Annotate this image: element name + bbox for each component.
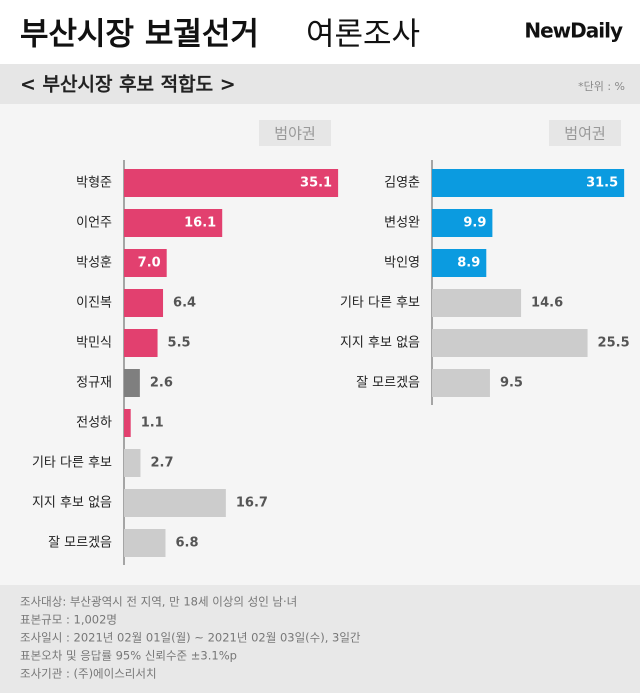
category-label: 이언주 — [76, 216, 112, 231]
value-label: 1.1 — [141, 416, 164, 431]
unit-note: *단위 : % — [578, 80, 625, 93]
value-label: 9.5 — [500, 376, 523, 391]
value-label: 25.5 — [598, 336, 630, 351]
value-label: 2.6 — [150, 376, 173, 391]
category-label: 변성완 — [384, 216, 420, 231]
bar — [124, 409, 131, 437]
subtitle: < 부산시장 후보 적합도 > — [20, 74, 236, 96]
category-label: 잘 모르겠음 — [48, 536, 112, 551]
category-label: 잘 모르겠음 — [356, 376, 420, 391]
subtitle-band — [0, 64, 640, 104]
category-label: 기타 다른 후보 — [32, 456, 112, 471]
footnote: 조사일시 : 2021년 02월 01일(월) ~ 2021년 02월 03일(… — [20, 631, 361, 645]
logo: NewDaily — [524, 19, 623, 43]
bar — [432, 209, 493, 237]
category-label: 박인영 — [384, 256, 420, 271]
value-label: 14.6 — [531, 296, 563, 311]
bar — [124, 169, 339, 197]
category-label: 이진복 — [76, 296, 112, 311]
value-label: 31.5 — [586, 176, 618, 191]
group-label-box — [259, 120, 331, 146]
bar — [432, 369, 490, 397]
category-label: 기타 다른 후보 — [340, 296, 420, 311]
bar — [124, 449, 141, 477]
footnote: 표본규모 : 1,002명 — [20, 613, 117, 627]
value-label: 6.4 — [173, 296, 196, 311]
category-label: 전성하 — [76, 416, 112, 431]
footnote: 조사기관 : (주)에이스리서치 — [20, 667, 157, 681]
bar — [124, 369, 140, 397]
value-label: 7.0 — [138, 256, 161, 271]
value-label: 8.9 — [457, 256, 480, 271]
value-label: 35.1 — [300, 176, 332, 191]
category-label: 박성훈 — [76, 256, 112, 271]
category-label: 박형준 — [76, 176, 112, 191]
group-label: 범야권 — [274, 125, 315, 143]
footnote: 표본오차 및 응답률 95% 신뢰수준 ±3.1%p — [20, 649, 237, 663]
bar — [432, 249, 487, 277]
value-label: 16.7 — [236, 496, 268, 511]
value-label: 16.1 — [184, 216, 216, 231]
title-sub: 여론조사 — [306, 17, 420, 53]
bar — [124, 209, 223, 237]
footer-band — [0, 585, 640, 693]
value-label: 5.5 — [168, 336, 191, 351]
bar — [124, 329, 158, 357]
category-label: 박민식 — [76, 336, 112, 351]
bar — [432, 289, 522, 317]
bar — [432, 169, 625, 197]
bar — [124, 249, 167, 277]
footnote: 조사대상: 부산광역시 전 지역, 만 18세 이상의 성인 남·녀 — [20, 595, 297, 609]
category-label: 정규재 — [76, 376, 112, 391]
bar — [124, 529, 166, 557]
title-main: 부산시장 보궐선거 — [20, 17, 259, 53]
bar — [432, 329, 588, 357]
category-label: 지지 후보 없음 — [340, 336, 420, 351]
bar — [124, 289, 164, 317]
bar — [124, 489, 226, 517]
group-label: 범여권 — [564, 125, 605, 143]
value-label: 9.9 — [463, 216, 486, 231]
category-label: 김영춘 — [384, 176, 420, 191]
value-label: 6.8 — [175, 536, 198, 551]
header-band — [0, 0, 640, 64]
group-label-box — [549, 120, 621, 146]
value-label: 2.7 — [150, 456, 173, 471]
category-label: 지지 후보 없음 — [32, 496, 112, 511]
